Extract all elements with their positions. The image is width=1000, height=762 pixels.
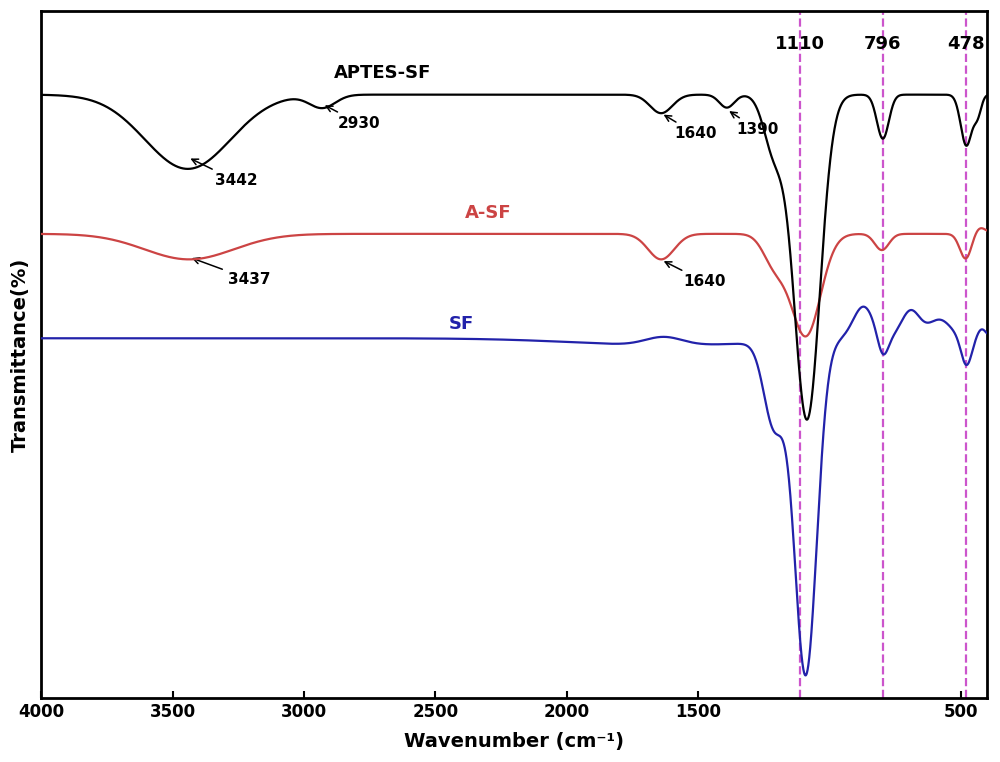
Text: 478: 478 [948, 35, 985, 53]
Text: APTES-SF: APTES-SF [334, 65, 431, 82]
Text: 1640: 1640 [665, 262, 726, 290]
Text: 1110: 1110 [775, 35, 825, 53]
Text: SF: SF [449, 315, 474, 333]
Text: 796: 796 [864, 35, 902, 53]
Text: 3437: 3437 [193, 258, 270, 287]
Text: 2930: 2930 [326, 106, 381, 131]
Y-axis label: Transmittance(%): Transmittance(%) [11, 258, 30, 452]
Text: A-SF: A-SF [464, 203, 511, 222]
Text: 1640: 1640 [665, 116, 717, 141]
X-axis label: Wavenumber (cm⁻¹): Wavenumber (cm⁻¹) [404, 732, 624, 751]
Text: 1390: 1390 [731, 112, 778, 137]
Text: 3442: 3442 [192, 159, 257, 188]
